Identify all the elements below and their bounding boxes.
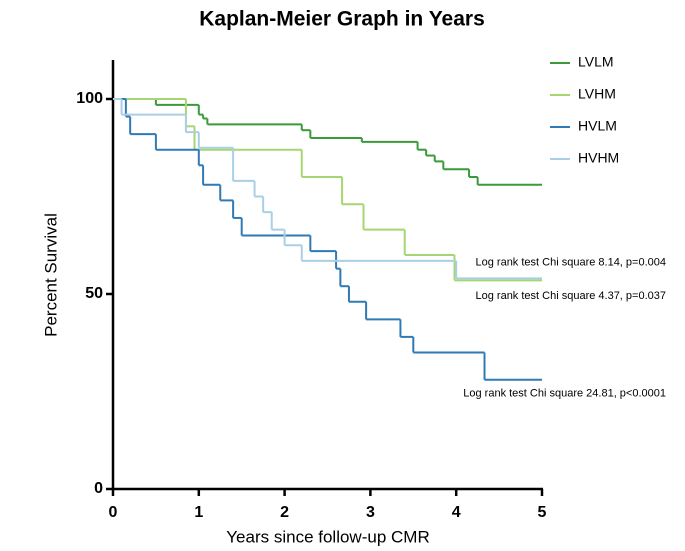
chart-title: Kaplan-Meier Graph in Years	[199, 8, 485, 31]
y-axis-label: Percent Survival	[41, 213, 60, 337]
x-tick-label: 5	[538, 504, 547, 521]
legend-label: HVLM	[578, 118, 617, 134]
x-axis-label: Years since follow-up CMR	[226, 527, 429, 546]
x-tick-label: 2	[280, 504, 289, 521]
y-tick-label: 50	[85, 285, 103, 302]
annotation: Log rank test Chi square 8.14, p=0.004	[476, 257, 667, 269]
annotation: Log rank test Chi square 4.37, p=0.037	[476, 290, 667, 302]
legend-label: HVHM	[578, 150, 619, 166]
x-tick-label: 4	[452, 504, 461, 521]
legend-label: LVHM	[578, 86, 616, 102]
x-tick-label: 3	[366, 504, 375, 521]
annotation: Log rank test Chi square 24.81, p<0.0001	[463, 387, 666, 399]
y-tick-label: 0	[94, 480, 103, 497]
y-tick-label: 100	[76, 90, 103, 107]
legend-label: LVLM	[578, 54, 614, 70]
x-tick-label: 0	[109, 504, 118, 521]
x-tick-label: 1	[194, 504, 203, 521]
